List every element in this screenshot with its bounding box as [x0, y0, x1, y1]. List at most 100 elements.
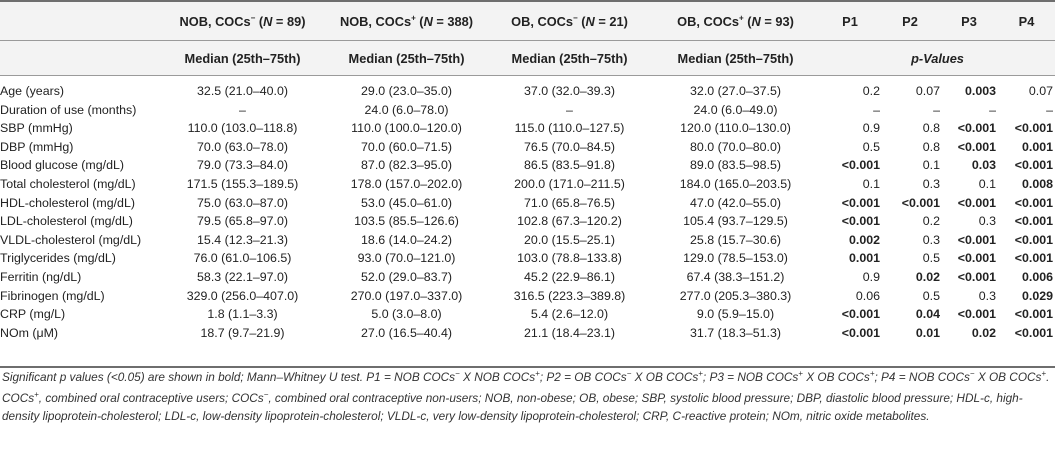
p4-header: P4: [998, 1, 1055, 41]
footnote-abbreviations: COCs+, combined oral contraceptive users…: [2, 390, 1023, 423]
pvalue-cell: 0.001: [1021, 139, 1053, 154]
median-cell: 5.4 (2.6–12.0): [530, 307, 609, 322]
median-cell: –: [239, 102, 246, 117]
pvalue-cell: 0.1: [862, 176, 880, 191]
median-cell: 45.2 (22.9–86.1): [524, 269, 615, 284]
row-label: Blood glucose (mg/dL): [0, 158, 124, 173]
median-cell: 1.8 (1.1–3.3): [207, 307, 278, 322]
median-cell: 86.5 (83.5–91.8): [524, 158, 615, 173]
pvalue-cell: 0.5: [922, 288, 940, 303]
pvalue-cell: –: [933, 102, 940, 117]
pvalue-cell: 0.002: [848, 232, 880, 247]
p1-header: P1: [820, 1, 880, 41]
pvalue-cell: <0.001: [1014, 214, 1053, 229]
median-cell: 105.4 (93.7–129.5): [683, 214, 788, 229]
results-table: NOB, COCs− (N = 89) NOB, COCs+ (N = 388)…: [0, 1, 1055, 343]
median-cell: 76.5 (70.0–84.5): [524, 139, 615, 154]
table-row: Total cholesterol (mg/dL) 171.5 (155.3–18…: [0, 175, 1055, 194]
row-label: Age (years): [0, 84, 65, 98]
pvalue-cell: 0.9: [862, 121, 880, 136]
median-cell: 79.5 (65.8–97.0): [197, 214, 288, 229]
median-cell: 37.0 (32.0–39.3): [524, 84, 615, 98]
pvalue-cell: 0.008: [1021, 176, 1053, 191]
pvalue-cell: <0.001: [1014, 307, 1053, 322]
pvalue-cell: <0.001: [841, 307, 880, 322]
table-body: Age (years) 32.5 (21.0–40.0) 29.0 (23.0–35…: [0, 76, 1055, 343]
pvalue-cell: <0.001: [841, 195, 880, 210]
pvalue-cell: 0.1: [922, 158, 940, 173]
pvalue-cell: 0.029: [1021, 288, 1053, 303]
median-cell: 80.0 (70.0–80.0): [690, 139, 781, 154]
table-row: CRP (mg/L) 1.8 (1.1–3.3) 5.0 (3.0–8.0) 5.4 …: [0, 305, 1055, 324]
median-cell: 79.0 (73.3–84.0): [197, 158, 288, 173]
pvalue-cell: 0.03: [971, 158, 996, 173]
pvalue-cell: <0.001: [1014, 195, 1053, 210]
median-cell: 53.0 (45.0–61.0): [361, 195, 452, 210]
bottom-rule: [0, 366, 1055, 368]
row-label: CRP (mg/L): [0, 307, 66, 322]
pvalue-cell: 0.02: [971, 325, 996, 340]
median-cell: 52.0 (29.0–83.7): [361, 269, 452, 284]
group-header: OB, COCs+ (N = 93): [651, 1, 820, 41]
median-cell: 20.0 (15.5–25.1): [524, 232, 615, 247]
median-cell: 21.1 (18.4–23.1): [524, 325, 615, 340]
table-row: LDL-cholesterol (mg/dL) 79.5 (65.8–97.0) 1…: [0, 212, 1055, 231]
median-cell: 120.0 (110.0–130.0): [680, 121, 791, 136]
median-cell: 89.0 (83.5–98.5): [690, 158, 781, 173]
group-header: NOB, COCs+ (N = 388): [325, 1, 488, 41]
pvalue-cell: 0.8: [922, 139, 940, 154]
pvalue-cell: <0.001: [957, 307, 996, 322]
median-cell: 103.5 (85.5–126.6): [354, 214, 459, 229]
pvalue-cell: <0.001: [1014, 232, 1053, 247]
median-cell: 58.3 (22.1–97.0): [197, 269, 288, 284]
median-cell: 277.0 (205.3–380.3): [679, 288, 792, 303]
footnote-significance: Significant p values (<0.05) are shown i…: [2, 369, 1050, 384]
row-label: SBP (mmHg): [0, 121, 73, 136]
pvalue-cell: 0.04: [915, 307, 940, 322]
median-subheader: Median (25th–75th): [160, 40, 325, 76]
median-cell: 27.0 (16.5–40.4): [361, 325, 452, 340]
pvalue-cell: 0.001: [848, 251, 880, 266]
median-cell: 18.6 (14.0–24.2): [361, 232, 452, 247]
pvalue-cell: –: [873, 102, 880, 117]
median-cell: 18.7 (9.7–21.9): [200, 325, 285, 340]
pvalue-cell: 0.5: [922, 251, 940, 266]
row-label: Duration of use (months): [0, 102, 137, 117]
median-cell: 24.0 (6.0–49.0): [693, 102, 778, 117]
median-cell: 129.0 (78.5–153.0): [683, 251, 788, 266]
pvalue-cell: <0.001: [841, 158, 880, 173]
median-subheader: Median (25th–75th): [325, 40, 488, 76]
header-blank: [0, 40, 160, 76]
table-row: Triglycerides (mg/dL) 76.0 (61.0–106.5) 93…: [0, 249, 1055, 268]
median-cell: 110.0 (100.0–120.0): [351, 121, 462, 136]
header-blank: [0, 1, 160, 41]
median-cell: 32.0 (27.0–37.5): [690, 84, 781, 98]
row-label: VLDL-cholesterol (mg/dL): [0, 232, 142, 247]
median-cell: 31.7 (18.3–51.3): [690, 325, 781, 340]
median-cell: 70.0 (60.0–71.5): [361, 139, 452, 154]
row-label: LDL-cholesterol (mg/dL): [0, 214, 133, 229]
header-row-sub: Median (25th–75th) Median (25th–75th) Me…: [0, 40, 1055, 76]
median-cell: 32.5 (21.0–40.0): [197, 84, 288, 98]
median-cell: 87.0 (82.3–95.0): [361, 158, 452, 173]
median-cell: 115.0 (110.0–127.5): [514, 121, 625, 136]
median-cell: 70.0 (63.0–78.0): [197, 139, 288, 154]
median-cell: 329.0 (256.0–407.0): [186, 288, 299, 303]
pvalue-cell: <0.001: [957, 251, 996, 266]
median-cell: 171.5 (155.3–189.5): [186, 176, 299, 191]
row-label: NOm (μM): [0, 325, 59, 340]
median-cell: 316.5 (223.3–389.8): [513, 288, 626, 303]
pvalue-cell: –: [1046, 102, 1053, 117]
pvalue-cell: <0.001: [1014, 158, 1053, 173]
pvalue-cell: <0.001: [841, 325, 880, 340]
median-subheader: Median (25th–75th): [651, 40, 820, 76]
table-footnotes: Significant p values (<0.05) are shown i…: [2, 369, 1052, 429]
table-row: SBP (mmHg) 110.0 (103.0–118.8) 110.0 (100.…: [0, 119, 1055, 138]
pvalues-subheader: p-Values: [820, 40, 1055, 76]
pvalue-cell: <0.001: [957, 139, 996, 154]
pvalue-cell: 0.2: [862, 84, 880, 98]
pvalue-cell: 0.3: [922, 176, 940, 191]
pvalue-cell: 0.5: [862, 139, 880, 154]
pvalue-cell: <0.001: [901, 195, 940, 210]
